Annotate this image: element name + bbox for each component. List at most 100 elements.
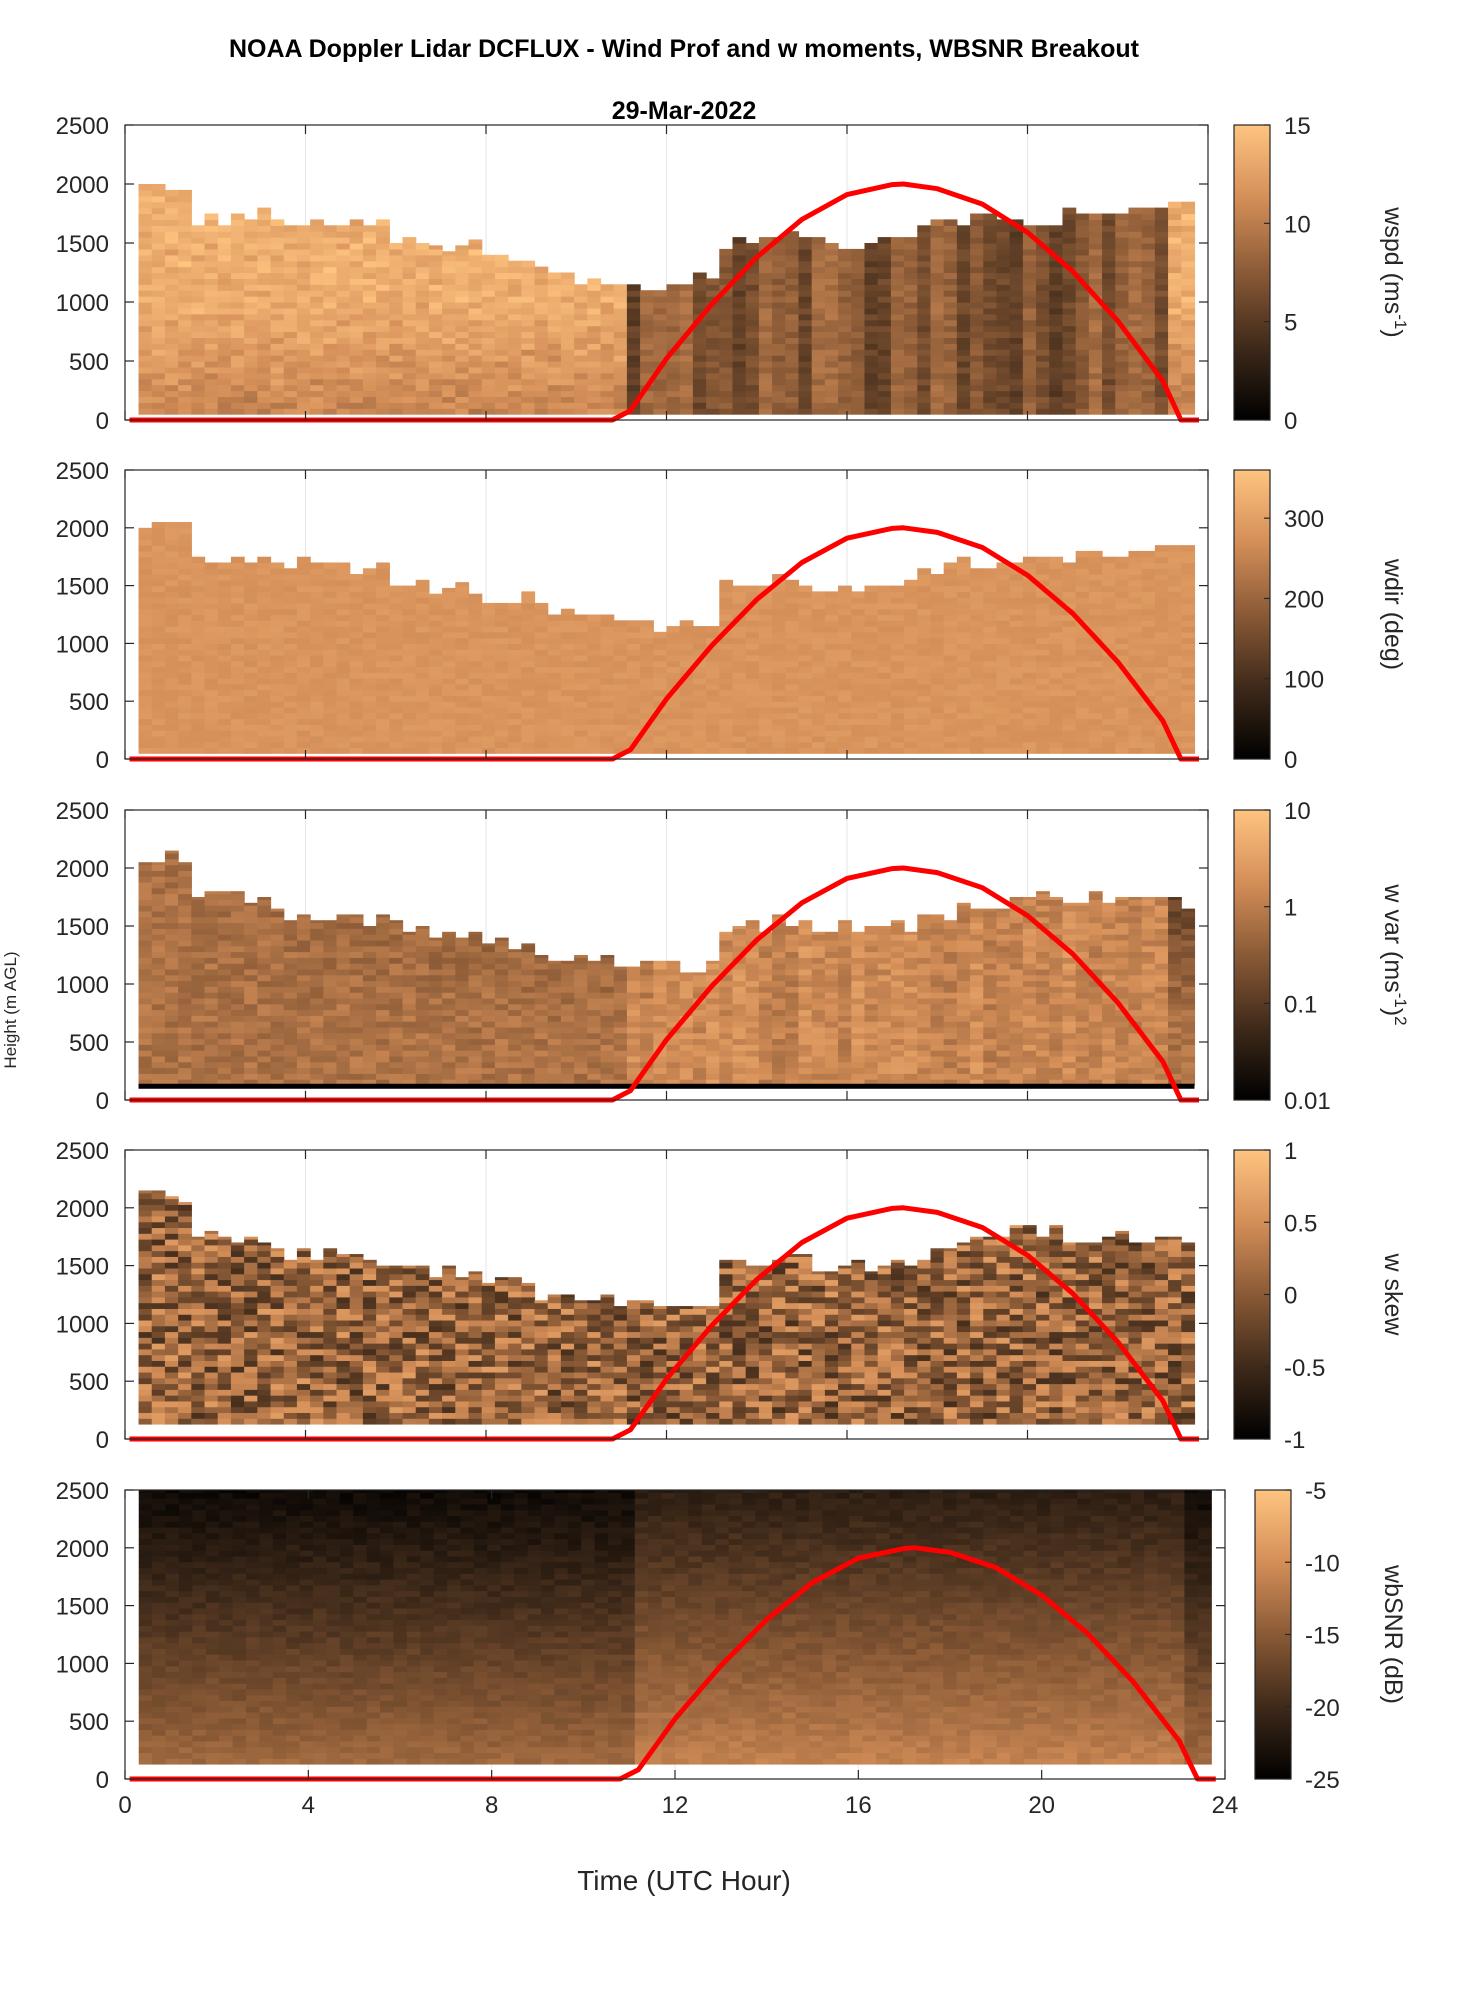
heatmap-cell <box>680 713 694 719</box>
heatmap-cell <box>165 609 179 615</box>
heatmap-cell <box>363 574 377 580</box>
heatmap-cell <box>746 408 760 415</box>
heatmap-cell <box>403 402 417 409</box>
heatmap-cell <box>1168 603 1182 609</box>
heatmap-cell <box>389 320 403 327</box>
heatmap-cell <box>1142 373 1156 380</box>
heatmap-cell <box>746 379 760 386</box>
heatmap-cell <box>323 638 337 644</box>
heatmap-cell <box>1010 273 1024 280</box>
heatmap-cell <box>244 373 258 380</box>
heatmap-cell <box>403 367 417 374</box>
heatmap-cell <box>139 314 153 321</box>
heatmap-cell <box>1128 707 1142 713</box>
heatmap-cell <box>350 396 364 403</box>
heatmap-cell <box>1010 343 1024 350</box>
heatmap-cell <box>917 302 931 309</box>
heatmap-cell <box>363 267 377 274</box>
heatmap-cell <box>271 373 285 380</box>
heatmap-cell <box>508 355 522 362</box>
heatmap-cell <box>297 273 311 280</box>
heatmap-cell <box>178 667 192 673</box>
heatmap-cell <box>746 701 760 707</box>
heatmap-cell <box>693 337 707 344</box>
heatmap-cell <box>1142 326 1156 333</box>
heatmap-cell <box>983 337 997 344</box>
heatmap-cell <box>1076 231 1090 238</box>
heatmap-cell <box>640 707 654 713</box>
heatmap-cell <box>601 349 615 356</box>
heatmap-cell <box>244 719 258 725</box>
heatmap-cell <box>403 661 417 667</box>
heatmap-cell <box>759 736 773 742</box>
heatmap-cell <box>548 326 562 333</box>
heatmap-cell <box>548 707 562 713</box>
heatmap-cell <box>825 261 839 268</box>
heatmap-cell <box>653 314 667 321</box>
heatmap-cell <box>746 343 760 350</box>
heatmap-cell <box>1128 314 1142 321</box>
heatmap-cell <box>614 290 628 297</box>
heatmap-cell <box>1142 736 1156 742</box>
heatmap-cell <box>601 296 615 303</box>
heatmap-cell <box>970 684 984 690</box>
heatmap-cell <box>337 385 351 392</box>
heatmap-cell <box>205 337 219 344</box>
heatmap-cell <box>521 597 535 603</box>
heatmap-cell <box>205 402 219 409</box>
heatmap-cell <box>482 603 496 609</box>
heatmap-cell <box>878 308 892 315</box>
heatmap-cell <box>983 713 997 719</box>
heatmap-cell <box>535 290 549 297</box>
heatmap-cell <box>191 638 205 644</box>
heatmap-cell <box>416 672 430 678</box>
heatmap-cell <box>838 620 852 626</box>
heatmap-cell <box>218 574 232 580</box>
heatmap-cell <box>548 672 562 678</box>
heatmap-cell <box>653 337 667 344</box>
heatmap-cell <box>257 638 271 644</box>
heatmap-cell <box>389 284 403 291</box>
heatmap-cell <box>376 667 390 673</box>
heatmap-cell <box>1181 219 1195 226</box>
heatmap-cell <box>389 632 403 638</box>
heatmap-cell <box>825 615 839 621</box>
heatmap-cell <box>152 391 166 398</box>
heatmap-cell <box>798 713 812 719</box>
heatmap-cell <box>970 367 984 374</box>
heatmap-cell <box>1023 742 1037 748</box>
heatmap-cell <box>930 672 944 678</box>
heatmap-cell <box>403 332 417 339</box>
heatmap-cell <box>944 308 958 315</box>
heatmap-cell <box>759 695 773 701</box>
heatmap-cell <box>719 255 733 261</box>
heatmap-cell <box>917 278 931 285</box>
heatmap-cell <box>403 695 417 701</box>
heatmap-cell <box>798 243 812 250</box>
heatmap-cell <box>1115 367 1129 374</box>
heatmap-cell <box>772 684 786 690</box>
heatmap-cell <box>508 349 522 356</box>
heatmap-cell <box>561 343 575 350</box>
heatmap-cell <box>891 742 905 748</box>
heatmap-cell <box>1128 261 1142 268</box>
heatmap-cell <box>1062 278 1076 285</box>
heatmap-cell <box>495 707 509 713</box>
heatmap-cell <box>1036 684 1050 690</box>
heatmap-cell <box>1168 684 1182 690</box>
heatmap-cell <box>1089 225 1103 232</box>
heatmap-cell <box>640 620 654 626</box>
heatmap-cell <box>1168 225 1182 232</box>
heatmap-cell <box>152 736 166 742</box>
heatmap-cell <box>812 296 826 303</box>
heatmap-cell <box>178 296 192 303</box>
heatmap-cell <box>482 695 496 701</box>
heatmap-cell <box>508 638 522 644</box>
heatmap-cell <box>970 296 984 303</box>
heatmap-cell <box>389 667 403 673</box>
heatmap-cell <box>746 643 760 649</box>
heatmap-cell <box>601 337 615 344</box>
heatmap-cell <box>455 379 469 386</box>
heatmap-cell <box>996 302 1010 309</box>
heatmap-cell <box>719 597 733 603</box>
